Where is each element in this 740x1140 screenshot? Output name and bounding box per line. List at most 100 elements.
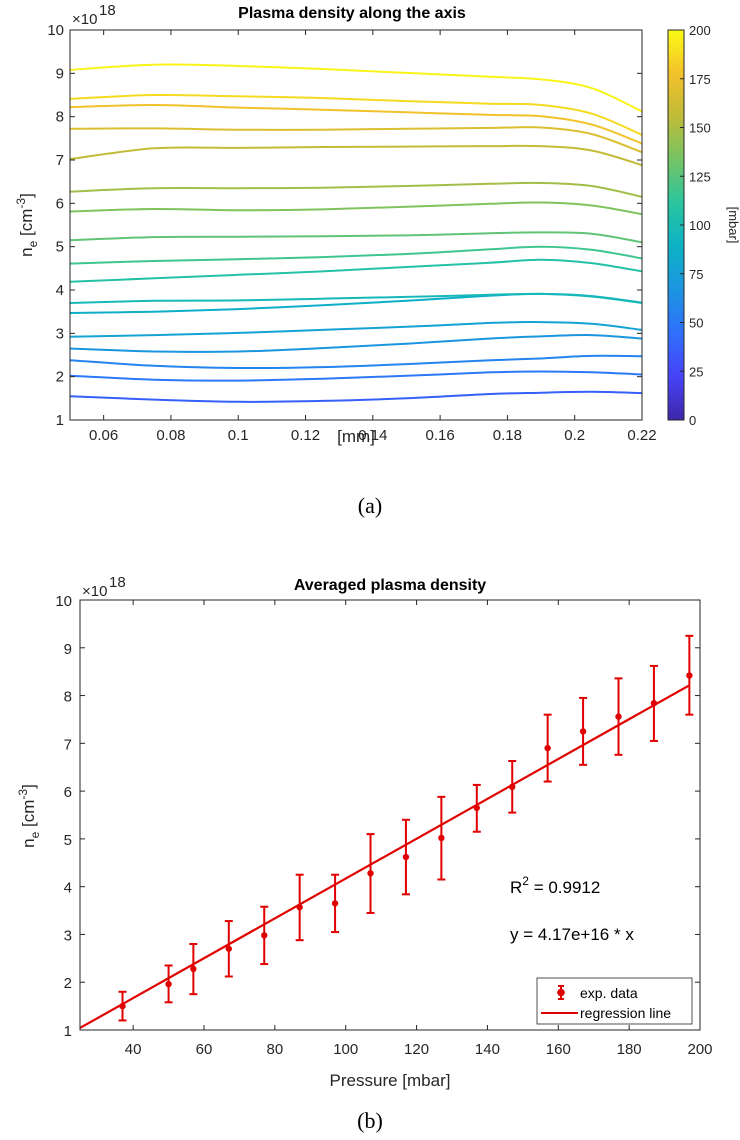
chart-a-ytick-label: 3 <box>56 325 64 342</box>
data-marker <box>261 932 268 939</box>
chart-b-ytick-label: 7 <box>64 736 72 753</box>
data-point-4 <box>224 920 233 978</box>
data-marker <box>165 980 172 988</box>
data-point-15 <box>614 677 623 756</box>
chart-b-title: Averaged plasma density <box>294 577 486 594</box>
chart-b-ytick-label: 8 <box>64 689 72 706</box>
chart-a-ytick-label: 4 <box>56 282 64 299</box>
chart-b-ytick-label: 3 <box>64 927 72 944</box>
chart-a-series-line-8 <box>69 258 643 283</box>
chart-a-exponent-base: ×10 <box>72 11 97 28</box>
data-point-10 <box>437 795 446 881</box>
chart-a-series-line-9 <box>69 245 643 265</box>
chart-a-x-ticks: 0.06 0.08 0.1 0.12 0.14 0.16 0.18 0.2 0.22 <box>89 30 657 444</box>
data-marker <box>367 870 374 877</box>
chart-b-data-points <box>118 634 694 1022</box>
chart-a-ytick-label: 9 <box>56 65 64 82</box>
chart-b-ylabel-base: n <box>19 838 38 847</box>
caption-b: (b) <box>357 1108 383 1133</box>
chart-a-series-line-3 <box>69 354 643 370</box>
chart-b-legend: exp. data regression line <box>536 977 693 1025</box>
data-marker <box>296 904 303 911</box>
chart-a-xtick-label: 0.08 <box>156 427 185 444</box>
chart-b-exponent-base: ×10 <box>82 583 107 600</box>
data-point-1 <box>118 990 127 1022</box>
colorbar-label: [mbar] <box>726 207 740 244</box>
chart-a-ytick-label: 10 <box>47 22 64 39</box>
chart-b-y-ticks: 1 2 3 4 5 6 7 8 9 10 <box>55 593 700 1040</box>
chart-b-ytick-label: 6 <box>64 784 72 801</box>
data-marker <box>509 783 516 791</box>
colorbar-tick-label: 0 <box>689 413 696 428</box>
chart-a-series-line-12 <box>69 181 643 198</box>
panel-b: Averaged plasma density ×10 18 1 2 3 4 5 6 7 8 9… <box>16 574 713 1133</box>
chart-a-series-line-17 <box>69 63 643 113</box>
colorbar-tick-label: 150 <box>689 121 711 136</box>
chart-a-xtick-label: 0.14 <box>358 427 387 444</box>
caption-a: (a) <box>358 493 382 518</box>
data-marker <box>190 965 197 973</box>
regression-line <box>79 684 690 1029</box>
r2-exp: 2 <box>522 874 529 888</box>
data-marker <box>225 945 232 952</box>
chart-b-ytick-label: 1 <box>64 1023 72 1040</box>
r2-value: = 0.9912 <box>529 878 600 897</box>
data-point-17 <box>685 634 694 716</box>
chart-a-ylabel-exp: -3 <box>14 198 28 209</box>
chart-b-xtick-label: 80 <box>267 1041 284 1058</box>
chart-a-xtick-label: 0.22 <box>627 427 656 444</box>
colorbar-tick-label: 75 <box>689 267 703 282</box>
colorbar-tick-label: 175 <box>689 72 711 87</box>
chart-b-xtick-label: 60 <box>196 1041 213 1058</box>
chart-a-xtick-label: 0.2 <box>564 427 585 444</box>
chart-b-exponent: ×10 18 <box>82 574 126 600</box>
chart-b-x-ticks: 40 60 80 100 120 140 160 180 200 <box>125 600 713 1058</box>
data-point-2 <box>164 964 173 1004</box>
chart-a-exponent-power: 18 <box>99 2 116 19</box>
chart-a-ytick-label: 5 <box>56 239 64 256</box>
data-point-13 <box>543 713 552 783</box>
chart-b-ylabel-exp: -3 <box>16 789 30 800</box>
panel-a: Plasma density along the axis ×10 18 1 2 3… <box>14 2 740 518</box>
legend-marker-errorbar <box>557 985 565 1000</box>
data-marker <box>544 744 551 752</box>
chart-a-xtick-label: 0.18 <box>493 427 522 444</box>
chart-b-xtick-label: 40 <box>125 1041 142 1058</box>
r-squared-annotation: R2 = 0.9912 <box>510 874 600 897</box>
chart-b-ytick-label: 2 <box>64 975 72 992</box>
data-marker <box>473 804 480 812</box>
chart-a-series-line-14 <box>69 126 643 154</box>
data-point-9 <box>401 818 410 896</box>
colorbar-ticks: 0 25 50 75 100 125 150 175 200 <box>680 23 711 428</box>
colorbar-tick-label: 200 <box>689 23 711 38</box>
chart-a-series-lines <box>69 63 643 403</box>
chart-a-series-line-2 <box>69 370 643 382</box>
data-marker <box>402 853 410 861</box>
legend-label-regression: regression line <box>580 1005 671 1021</box>
chart-a-ytick-label: 2 <box>56 369 64 386</box>
chart-a-ytick-label: 1 <box>56 412 64 429</box>
data-point-8 <box>366 833 375 914</box>
chart-a-ytick-label: 7 <box>56 152 64 169</box>
data-marker <box>579 728 587 735</box>
chart-a-ytick-label: 6 <box>56 195 64 212</box>
chart-b-ylabel-unit: [cm <box>19 800 38 832</box>
chart-a-ylabel-close: ] <box>17 193 36 198</box>
chart-a-ylabel-base: n <box>17 247 36 256</box>
chart-b-xtick-label: 100 <box>333 1041 358 1058</box>
chart-a-exponent: ×10 18 <box>72 2 116 28</box>
chart-a-series-line-6 <box>69 292 643 314</box>
data-marker <box>615 713 622 720</box>
data-marker <box>331 900 339 907</box>
data-point-12 <box>508 760 517 814</box>
chart-a-series-line-4 <box>69 334 643 353</box>
colorbar-tick-label: 25 <box>689 364 703 379</box>
chart-a-ylabel-sub: e <box>26 240 40 247</box>
chart-a-xtick-label: 0.1 <box>228 427 249 444</box>
chart-b-ytick-label: 10 <box>55 593 72 610</box>
chart-b-ytick-label: 5 <box>64 832 72 849</box>
data-point-16 <box>649 664 658 742</box>
chart-b-xlabel: Pressure [mbar] <box>330 1071 451 1090</box>
legend-label-exp-data: exp. data <box>580 985 638 1001</box>
